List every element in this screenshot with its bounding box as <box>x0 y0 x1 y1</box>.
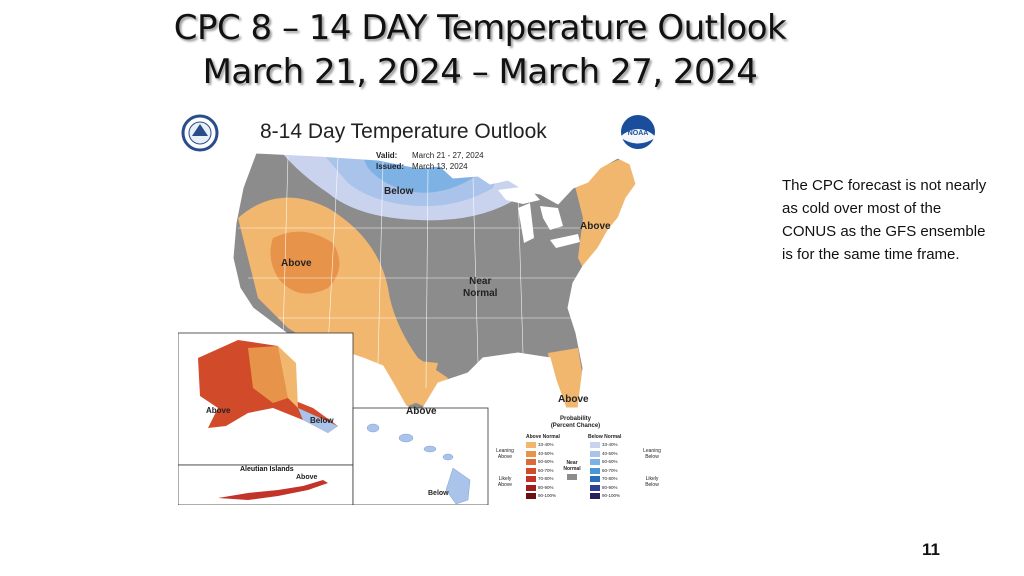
issued-value: March 13, 2024 <box>412 162 468 171</box>
legend-above-bin-label: 90-100% <box>538 493 557 498</box>
hawaii-map <box>366 423 471 505</box>
slide-title: CPC 8 – 14 DAY Temperature Outlook March… <box>0 6 960 94</box>
probability-legend: Probability (Percent Chance) Above Norma… <box>488 416 668 506</box>
legend-above-swatch <box>526 459 536 465</box>
legend-below-swatch <box>590 484 600 491</box>
legend-above-swatch <box>526 484 536 491</box>
legend-above-swatch <box>526 476 536 482</box>
aleutian-islands-caption: Aleutian Islands <box>240 466 294 473</box>
legend-below-bin-label: 90-100% <box>602 493 621 498</box>
page-number: 11 <box>922 540 940 559</box>
legend-below-row: 90-100% <box>590 493 621 499</box>
legend-below-row: 40-50% <box>590 450 618 457</box>
alaska-panhandle <box>298 408 338 433</box>
legend-above-bin-label: 33-40% <box>538 442 554 447</box>
label-above-east: Above <box>580 221 611 232</box>
legend-title: Probability (Percent Chance) <box>550 416 601 429</box>
issued-label: Issued: <box>376 162 405 171</box>
map-title: 8-14 Day Temperature Outlook <box>260 120 547 143</box>
slide-note: The CPC forecast is not nearly as cold o… <box>782 177 987 263</box>
outlook-map-panel: NOAA 8-14 Day Temperature Outlook Valid:… <box>178 108 668 505</box>
noaa-logo-text: NOAA <box>628 130 649 137</box>
label-above-florida: Above <box>558 394 589 405</box>
label-below-north: Below <box>384 186 414 197</box>
legend-below-swatch <box>590 476 600 482</box>
label-near-normal: Near Normal <box>463 276 498 299</box>
noaa-logo-icon: NOAA <box>621 115 655 149</box>
alaska-above-light <box>248 346 288 403</box>
legend-below-swatch <box>590 459 600 465</box>
label-above-south: Above <box>406 406 437 417</box>
legend-above-row: 33-40% <box>526 442 554 448</box>
legend-below-header: Below Normal <box>588 434 622 440</box>
legend-below-bin-label: 50-60% <box>602 459 618 464</box>
above-east-area <box>573 153 636 278</box>
aleutian-islands-map <box>218 480 328 500</box>
doc-seal-icon <box>181 114 219 152</box>
outlook-map: NOAA <box>178 114 655 505</box>
label-alaska-above: Above <box>206 406 231 415</box>
legend-below-row: 70-80% <box>590 476 618 482</box>
legend-above-bin-label: 80-90% <box>538 484 554 490</box>
legend-above-row: 90-100% <box>526 493 557 499</box>
label-hawaii-below: Below <box>428 490 449 497</box>
aleutian-inset-frame <box>178 464 354 505</box>
legend-likely-above: Likely Above <box>497 476 513 488</box>
legend-below-bin-label: 80-90% <box>602 484 618 490</box>
legend-above-row: 50-60% <box>526 459 554 465</box>
legend-above-bin-label: 50-60% <box>538 459 554 464</box>
legend-above-row: 40-50% <box>526 450 554 457</box>
legend-likely-below: Likely Below <box>645 476 659 488</box>
label-above-west: Above <box>281 258 312 269</box>
legend-above-row: 70-80% <box>526 476 554 482</box>
legend-below-bin-label: 60-70% <box>602 467 618 473</box>
legend-near-normal: Near Normal <box>563 460 581 472</box>
label-alaska-below: Below <box>310 416 334 425</box>
legend-below-swatch <box>590 493 600 499</box>
above-gulf-area <box>383 358 438 408</box>
legend-above-bin-label: 60-70% <box>538 467 554 473</box>
legend-leaning-below: Leaning Below <box>643 448 661 460</box>
alaska-above-lighter <box>278 346 298 408</box>
legend-near-normal-swatch <box>567 474 577 480</box>
valid-label: Valid: <box>376 151 398 160</box>
legend-below-row: 80-90% <box>590 484 618 491</box>
legend-below-swatch <box>590 467 600 474</box>
label-aleutian-above: Above <box>296 474 318 481</box>
legend-above-bin-label: 70-80% <box>538 476 554 481</box>
legend-above-header: Above Normal <box>526 434 560 440</box>
legend-above-bin-label: 40-50% <box>538 450 554 456</box>
legend-below-row: 33-40% <box>590 442 618 448</box>
slide-title-line1: CPC 8 – 14 DAY Temperature Outlook <box>173 8 787 48</box>
legend-below-bin-label: 40-50% <box>602 450 618 456</box>
legend-below-swatch <box>590 442 600 448</box>
legend-leaning-above: Leaning Above <box>496 448 514 460</box>
slide-title-line2: March 21, 2024 – March 27, 2024 <box>202 52 758 92</box>
legend-below-row: 60-70% <box>590 467 618 474</box>
great-lakes <box>498 186 580 248</box>
legend-below-bin-label: 33-40% <box>602 442 618 447</box>
valid-value: March 21 - 27, 2024 <box>412 151 484 160</box>
legend-below-bin-label: 70-80% <box>602 476 618 481</box>
legend-below-swatch <box>590 450 600 457</box>
legend-above-swatch <box>526 450 536 457</box>
legend-above-swatch <box>526 467 536 474</box>
legend-above-row: 60-70% <box>526 467 554 474</box>
legend-above-swatch <box>526 442 536 448</box>
legend-below-row: 50-60% <box>590 459 618 465</box>
map-meta: Valid: March 21 - 27, 2024 Issued: March 1… <box>376 150 484 172</box>
legend-above-row: 80-90% <box>526 484 554 491</box>
legend-above-swatch <box>526 493 536 499</box>
